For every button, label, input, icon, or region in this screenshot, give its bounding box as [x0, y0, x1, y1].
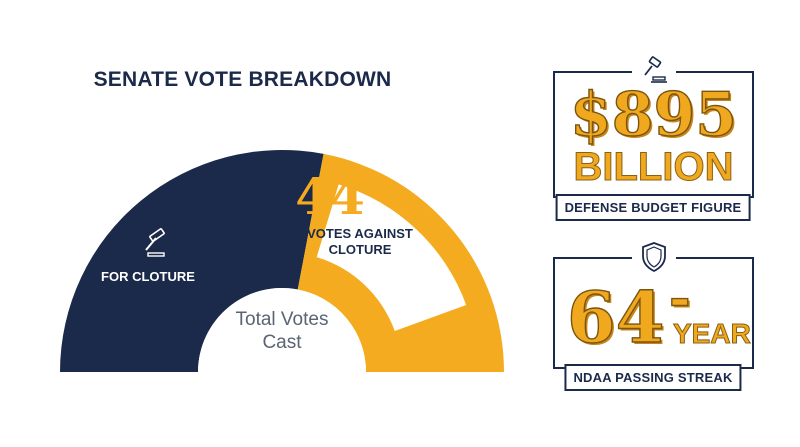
budget-card: $895 BILLION: [553, 51, 754, 198]
streak-number: 64: [566, 276, 665, 359]
streak-value: 64 - YEAR: [565, 272, 752, 359]
gauge-segment-for-cloture: [60, 150, 324, 372]
gavel-icon: [145, 228, 165, 257]
center-label-line2: Cast: [262, 332, 302, 353]
shield-icon: [631, 237, 676, 277]
votes-against-value: 44: [295, 167, 365, 226]
streak-caption: NDAA PASSING STREAK: [564, 364, 742, 391]
gavel-icon: [631, 51, 676, 91]
center-label-line1: Total Votes: [236, 309, 329, 330]
gauge-segment-against-inner-panel: [316, 184, 467, 331]
chart-title: SENATE VOTE BREAKDOWN: [93, 68, 392, 91]
votes-against-label-line1: VOTES AGAINST: [307, 226, 413, 241]
votes-against-label-line2: CLOTURE: [329, 242, 392, 257]
vote-gauge-chart: FOR CLOTURE 44 VOTES AGAINST CLOTURE Tot…: [60, 150, 504, 372]
budget-unit: BILLION: [573, 145, 734, 189]
gauge-center-hole: [198, 288, 366, 372]
streak-unit: YEAR: [673, 318, 752, 349]
budget-caption: DEFENSE BUDGET FIGURE: [555, 194, 751, 221]
streak-card: 64 - YEAR: [553, 237, 754, 369]
for-cloture-label: FOR CLOTURE: [101, 269, 195, 284]
budget-amount: $895: [569, 80, 737, 150]
streak-dash: -: [668, 268, 691, 329]
